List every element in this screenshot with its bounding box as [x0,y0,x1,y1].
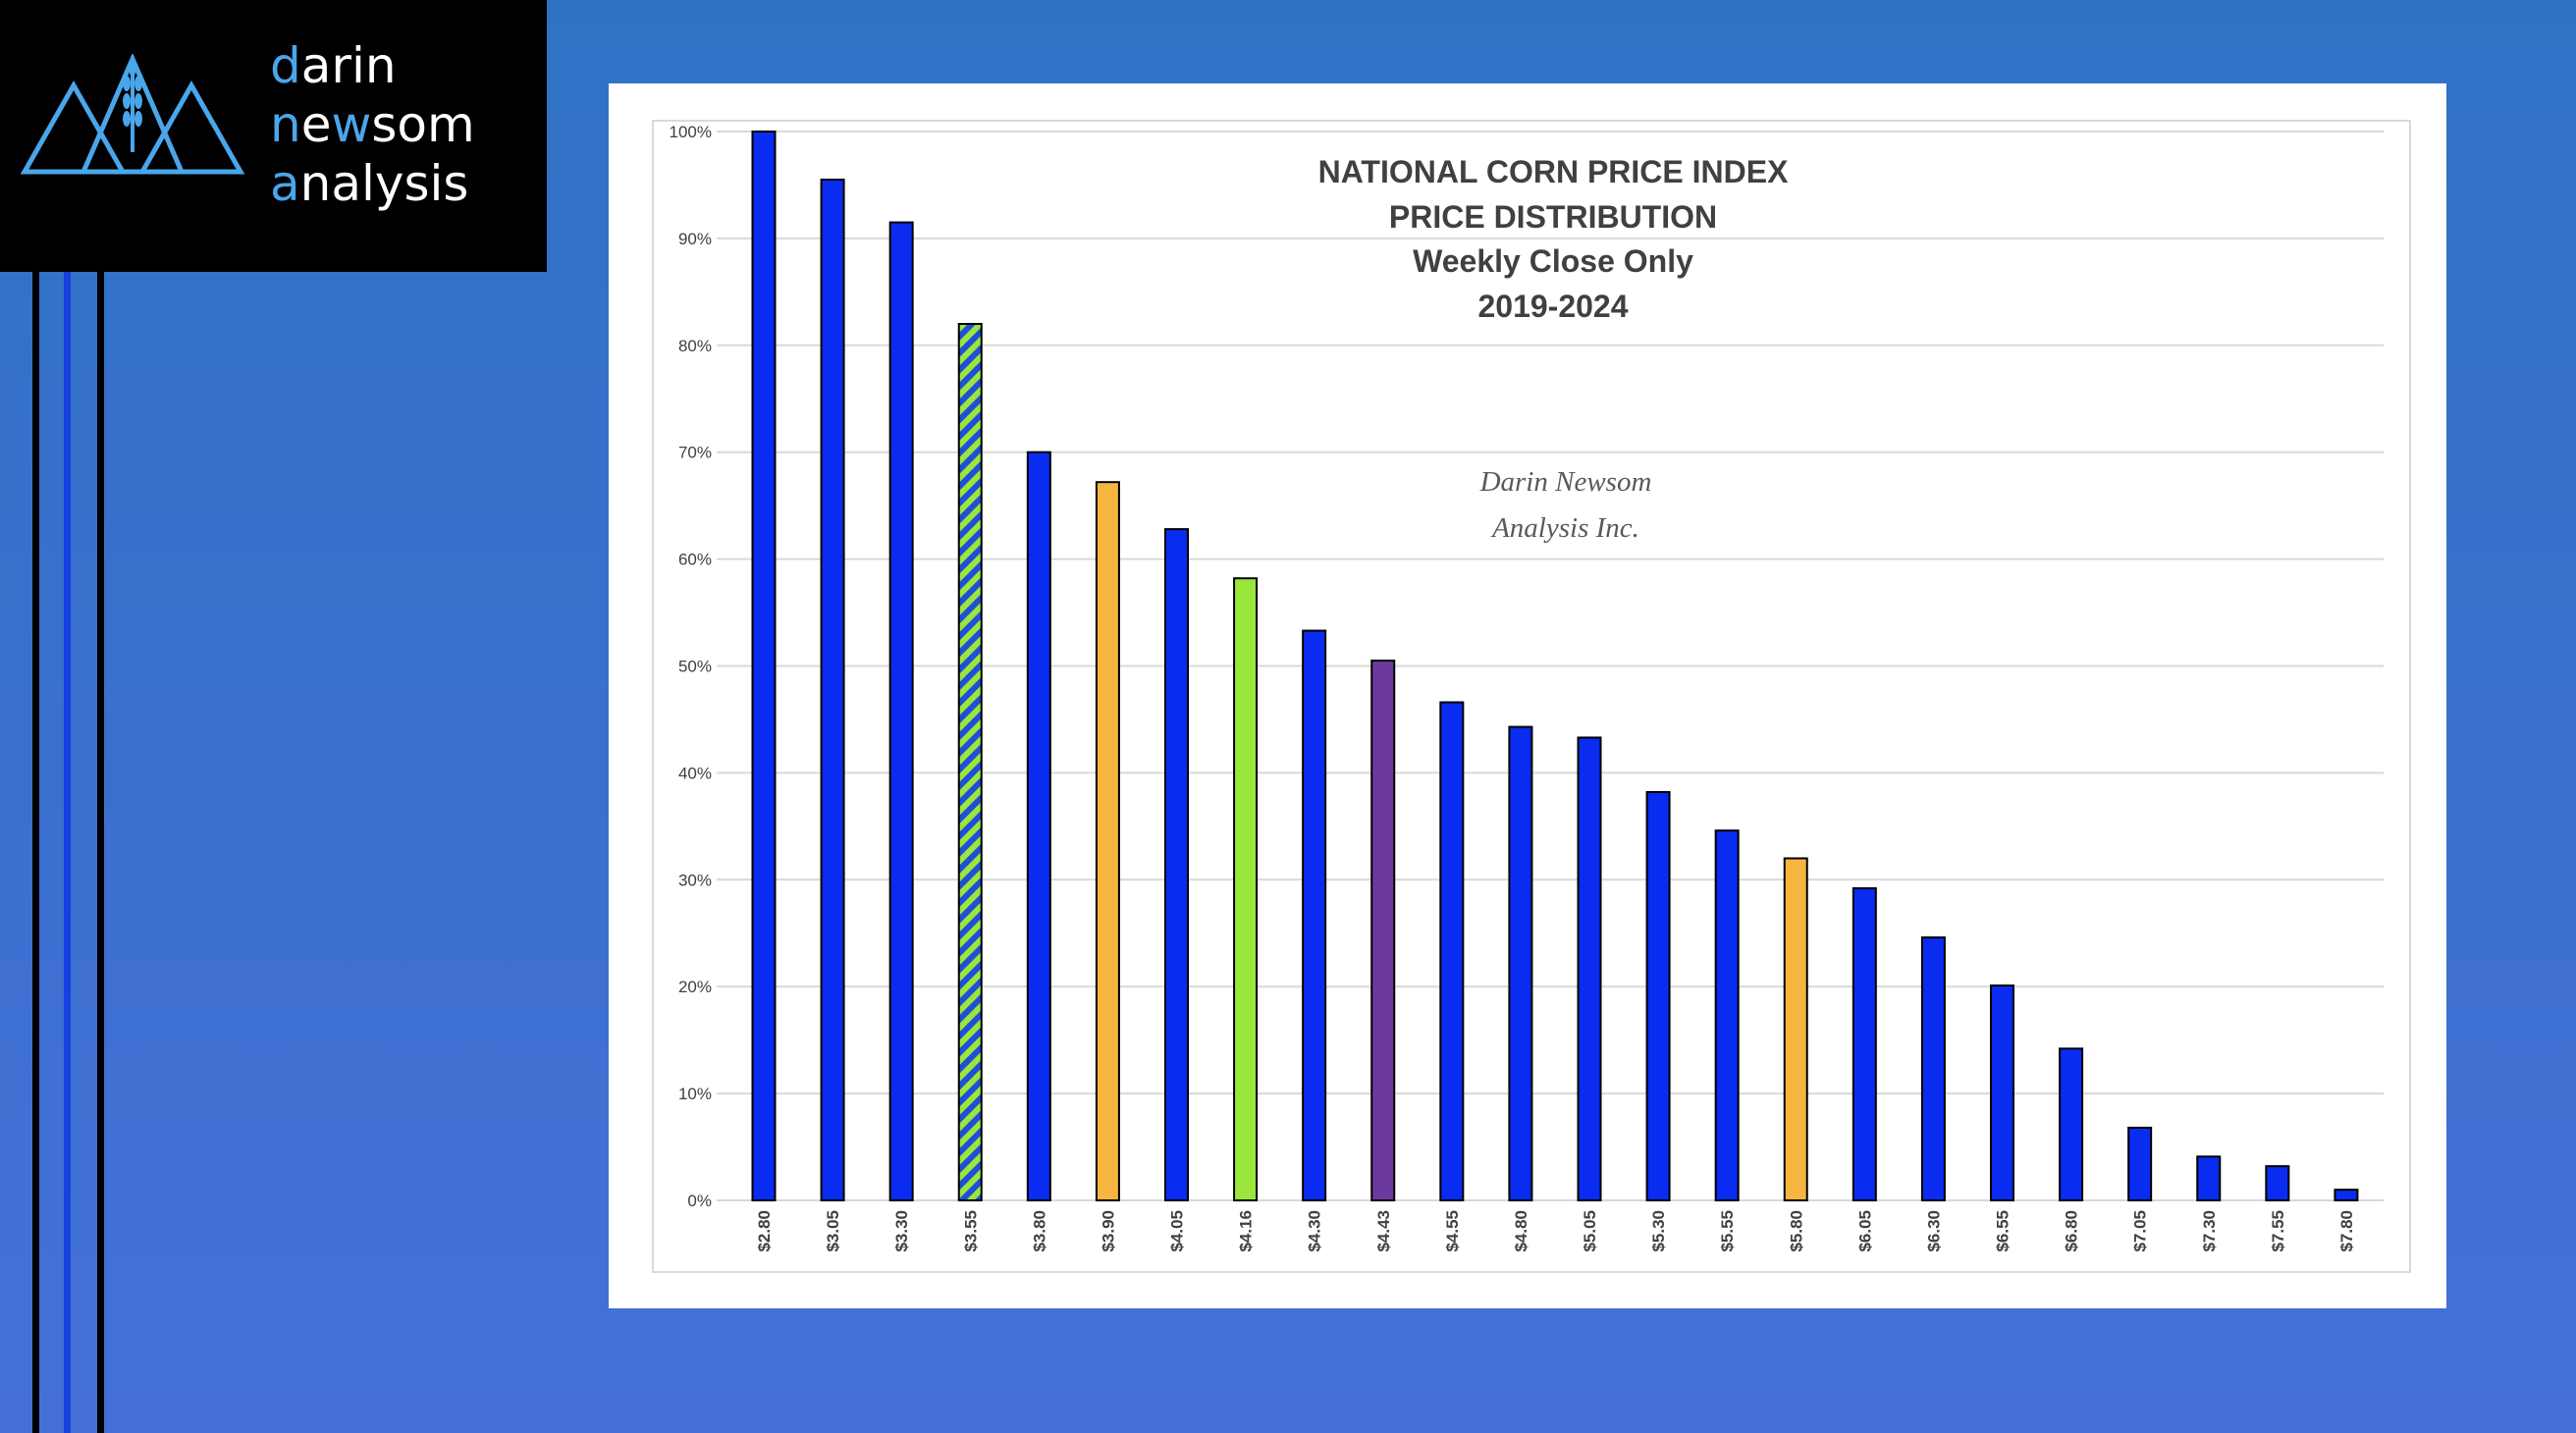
bar-3-80 [1026,451,1051,1201]
bar-3-90 [1095,481,1120,1201]
bar-3-55 [957,323,983,1201]
x-tick-label: $4.43 [1374,1210,1393,1252]
x-tick-label: $4.05 [1168,1210,1187,1252]
x-tick-label: $4.55 [1443,1210,1462,1252]
x-tick-label: $5.55 [1718,1210,1737,1252]
bar-6-30 [1920,936,1946,1202]
x-tick-label: $2.80 [755,1210,774,1252]
bar-5-30 [1645,791,1671,1201]
bar-4-30 [1302,629,1327,1201]
chart-title-line: PRICE DISTRIBUTION [1389,199,1717,235]
bar-7-55 [2265,1165,2290,1201]
y-tick-label: 10% [678,1085,712,1103]
x-tick-label: $3.05 [824,1210,842,1252]
y-tick-label: 50% [678,658,712,676]
bar-5-05 [1577,736,1602,1201]
brand-logo-panel: darin newsom analysis [0,0,547,272]
decor-bar-blue [64,272,71,1433]
y-tick-label: 70% [678,444,712,462]
brand-line-1: darin [270,37,397,94]
bar-4-05 [1164,528,1189,1202]
x-tick-label: $6.55 [1994,1210,2012,1252]
watermark-text: Analysis Inc. [1490,512,1639,544]
bar-6-80 [2059,1047,2084,1201]
price-distribution-chart: 0% 10% 20% 30% 40% 50% 60% 70% 80% 90% 100% $2.80 $… [670,123,2384,1252]
chart-frame [652,120,2411,1273]
bar-4-80 [1508,725,1533,1201]
bar-5-55 [1714,829,1740,1201]
x-tick-label: $5.80 [1787,1210,1805,1252]
x-tick-label: $4.16 [1237,1210,1256,1252]
x-tick-label: $6.05 [1855,1210,1874,1252]
brand-line-3: analysis [270,155,469,212]
decor-bar-black-2 [97,272,104,1433]
bar-4-43 [1370,660,1396,1201]
y-tick-label: 90% [678,230,712,248]
x-tick-label: $3.80 [1030,1210,1048,1252]
x-tick-label: $4.80 [1512,1210,1530,1252]
bar-7-30 [2196,1155,2222,1201]
bar-6-55 [1990,984,2014,1202]
x-tick-label: $3.90 [1099,1210,1117,1252]
bar-3-05 [820,179,845,1201]
x-tick-label: $4.30 [1306,1210,1324,1252]
x-tick-label: $7.05 [2131,1210,2150,1252]
y-tick-label: 20% [678,978,712,996]
bar-4-16 [1233,577,1259,1201]
y-tick-label: 40% [678,764,712,782]
chart-title-line: NATIONAL CORN PRICE INDEX [1318,154,1790,189]
chart-card: 0% 10% 20% 30% 40% 50% 60% 70% 80% 90% 100% $2.80 $… [609,83,2446,1308]
bar-3-30 [888,221,914,1201]
x-tick-label: $3.30 [892,1210,911,1252]
watermark-text: Darin Newsom [1479,466,1652,498]
x-tick-label: $7.30 [2200,1210,2219,1252]
y-tick-label: 80% [678,337,712,355]
mountains-wheat-icon [20,54,245,175]
bar-6-05 [1852,887,1877,1202]
x-tick-label: $6.80 [2063,1210,2081,1252]
chart-title-line: Weekly Close Only [1413,243,1693,279]
x-tick-label: $3.55 [961,1210,980,1252]
x-tick-label: $6.30 [1924,1210,1943,1252]
x-tick-label: $7.80 [2337,1210,2356,1252]
bar-5-80 [1783,857,1808,1202]
x-tick-label: $5.30 [1649,1210,1668,1252]
brand-line-2: newsom [270,96,475,153]
y-tick-label: 100% [670,123,712,141]
decor-bar-black-1 [32,272,39,1433]
chart-title-line: 2019-2024 [1477,289,1628,324]
bar-7-05 [2127,1126,2153,1201]
bar-4-55 [1439,701,1465,1201]
x-tick-label: $7.55 [2269,1210,2287,1252]
x-tick-label: $5.05 [1581,1210,1599,1252]
y-tick-label: 60% [678,551,712,569]
y-tick-label: 0% [687,1192,712,1210]
bar-2-80 [751,131,777,1201]
bar-7-80 [2334,1189,2359,1201]
y-tick-label: 30% [678,871,712,889]
